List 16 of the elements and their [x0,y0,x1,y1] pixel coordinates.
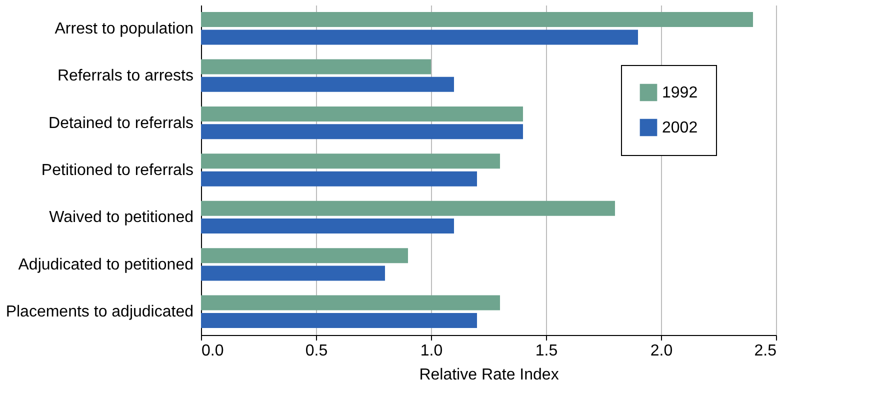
y-tick-label: Referrals to arrests [57,68,194,85]
y-tick-label: Arrest to population [54,20,194,38]
x-tick-label: 0.5 [305,342,328,360]
x-tick-label: 2.0 [650,342,673,360]
y-tick-label: Petitioned to referrals [41,162,194,179]
y-tick-label: Placements to adjudicated [6,304,194,321]
x-tick-label: 2.5 [754,342,777,360]
y-tick-label: Adjudicated to petitioned [18,256,194,274]
x-axis-title: Relative Rate Index [419,366,559,384]
legend-label: 1992 [662,84,698,102]
x-tick-label: 1.0 [420,342,443,360]
y-tick-label: Waived to petitioned [49,209,194,226]
y-tick-label: Detained to referrals [48,114,194,132]
x-tick-label: 1.5 [535,342,558,360]
legend-label: 2002 [662,120,698,136]
x-tick-label: 0.0 [202,342,224,360]
